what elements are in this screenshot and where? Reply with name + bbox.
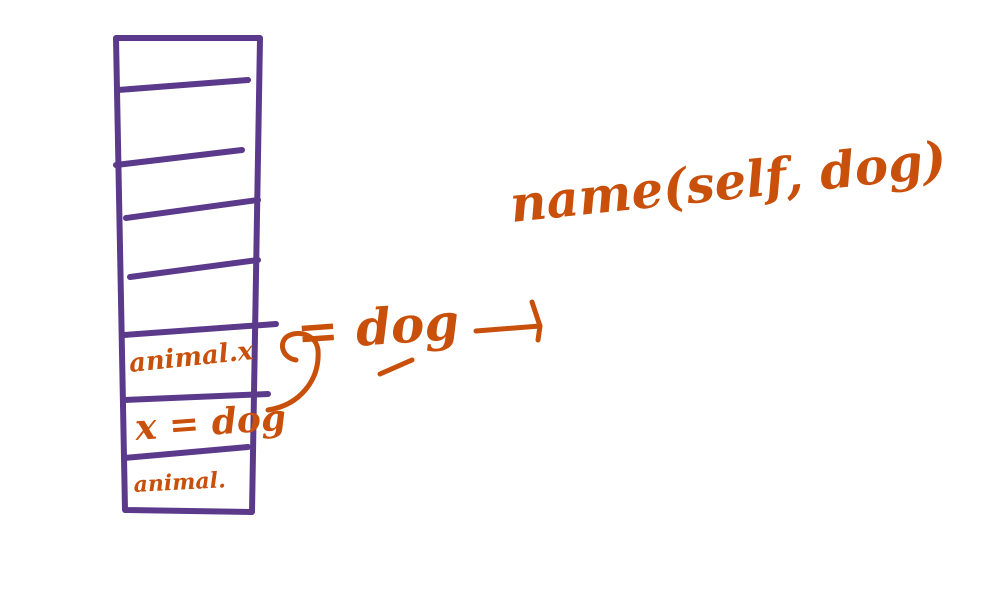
stack-divider: [121, 391, 271, 403]
assignment-text: = dog: [295, 292, 461, 362]
arrow-head: [529, 299, 543, 343]
stack-divider: [123, 197, 261, 221]
stack-divider: [127, 257, 261, 280]
arrow: [473, 299, 543, 343]
call-stack: animal.x x = dog animal.: [113, 35, 288, 515]
frame-label-x-dog: x = dog: [133, 397, 288, 450]
stack-divider: [121, 444, 251, 461]
stack-divider: [121, 321, 279, 338]
underline-stroke: [377, 357, 415, 377]
stack-divider: [115, 77, 251, 93]
arrow-shaft: [473, 323, 543, 334]
frame-label-animal-x: animal.x: [128, 336, 255, 379]
stack-divider: [113, 147, 245, 168]
connector-curve: [265, 331, 321, 413]
frame-label-animal: animal.: [133, 467, 226, 498]
assignment-annotation: = dog: [265, 292, 461, 413]
function-call-text: name(self, dog): [507, 129, 949, 233]
stack-outline: [113, 35, 263, 515]
